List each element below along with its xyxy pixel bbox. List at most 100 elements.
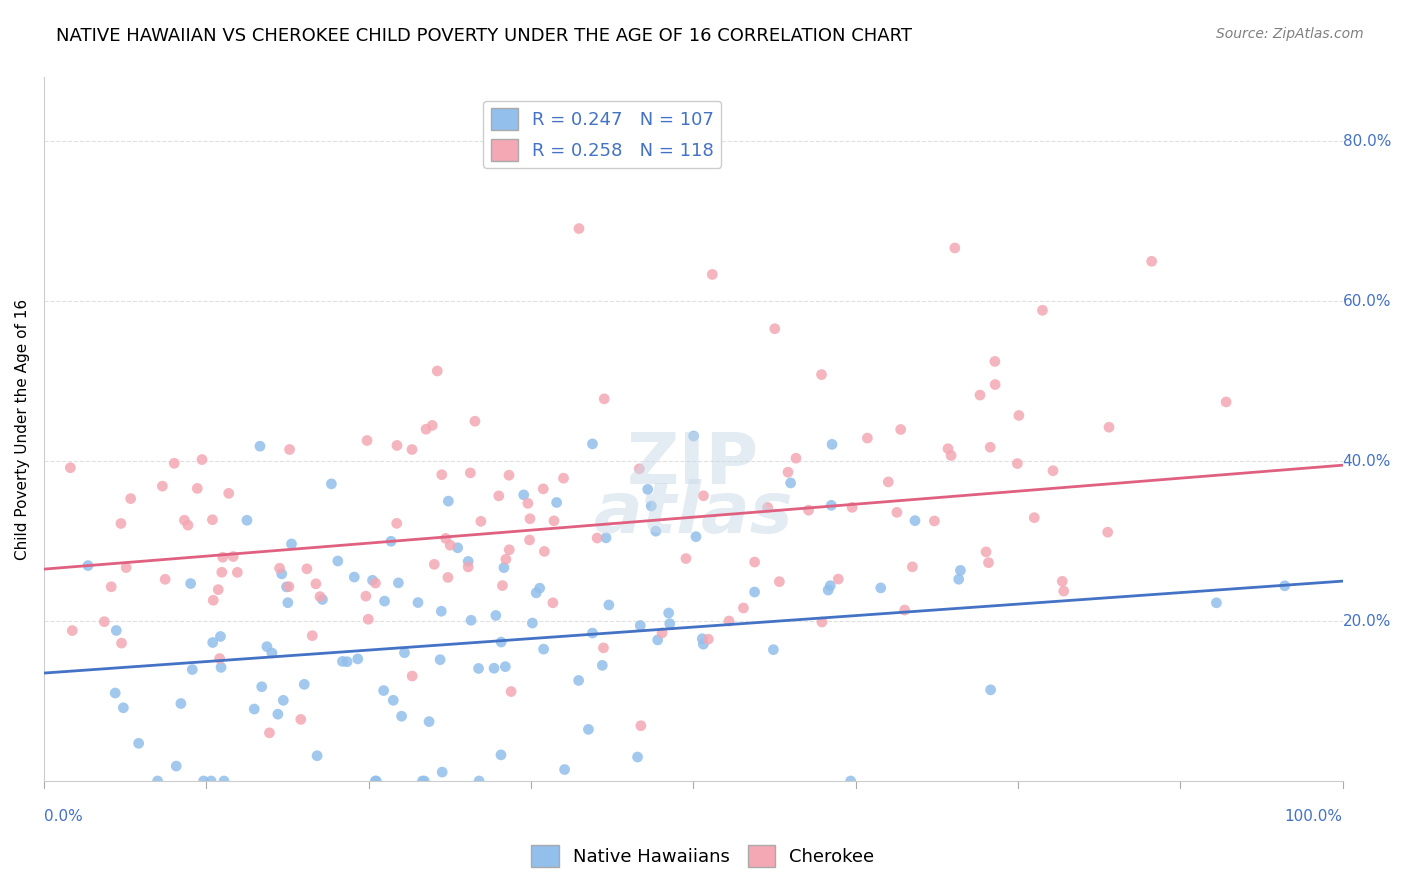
Native Hawaiians <box>181 663 204 677</box>
Cherokee <box>430 467 453 482</box>
Native Hawaiians <box>209 630 232 644</box>
Cherokee <box>426 364 449 378</box>
Cherokee <box>218 486 240 500</box>
Cherokee <box>439 538 461 552</box>
Native Hawaiians <box>311 592 333 607</box>
Cherokee <box>460 466 482 480</box>
Native Hawaiians <box>200 774 222 789</box>
Native Hawaiians <box>949 563 972 577</box>
Native Hawaiians <box>292 677 315 691</box>
Native Hawaiians <box>391 709 413 723</box>
Text: 100.0%: 100.0% <box>1285 809 1343 824</box>
Native Hawaiians <box>839 774 862 789</box>
Native Hawaiians <box>644 524 666 538</box>
Native Hawaiians <box>374 594 396 608</box>
Cherokee <box>984 377 1007 392</box>
Native Hawaiians <box>904 514 927 528</box>
Cherokee <box>309 590 332 604</box>
Native Hawaiians <box>277 596 299 610</box>
Cherokee <box>202 593 225 607</box>
Native Hawaiians <box>554 763 576 777</box>
Native Hawaiians <box>430 604 453 618</box>
Cherokee <box>415 422 437 436</box>
Native Hawaiians <box>980 682 1002 697</box>
Cherokee <box>531 482 554 496</box>
Text: Source: ZipAtlas.com: Source: ZipAtlas.com <box>1216 27 1364 41</box>
Native Hawaiians <box>373 683 395 698</box>
Cherokee <box>785 451 807 466</box>
Cherokee <box>893 603 915 617</box>
Native Hawaiians <box>394 646 416 660</box>
Cherokee <box>593 392 616 406</box>
Cherokee <box>59 460 82 475</box>
Cherokee <box>979 440 1001 454</box>
Cherokee <box>357 612 380 626</box>
Cherokee <box>797 503 820 517</box>
Native Hawaiians <box>77 558 100 573</box>
Cherokee <box>763 321 786 335</box>
Cherokee <box>269 561 291 575</box>
Native Hawaiians <box>418 714 440 729</box>
Native Hawaiians <box>1274 579 1296 593</box>
Cherokee <box>811 615 834 629</box>
Cherokee <box>969 388 991 402</box>
Cherokee <box>943 241 966 255</box>
Cherokee <box>592 640 614 655</box>
Native Hawaiians <box>437 494 460 508</box>
Native Hawaiians <box>307 748 329 763</box>
Cherokee <box>768 574 790 589</box>
Native Hawaiians <box>522 615 544 630</box>
Text: ZIP: ZIP <box>627 430 759 499</box>
Native Hawaiians <box>494 659 516 673</box>
Cherokee <box>1007 457 1029 471</box>
Native Hawaiians <box>821 437 844 451</box>
Text: atlas: atlas <box>593 479 793 549</box>
Cherokee <box>420 418 443 433</box>
Native Hawaiians <box>581 626 603 640</box>
Cherokee <box>110 516 132 531</box>
Cherokee <box>150 479 173 493</box>
Native Hawaiians <box>460 613 482 627</box>
Cherokee <box>120 491 142 506</box>
Cherokee <box>211 550 233 565</box>
Native Hawaiians <box>869 581 891 595</box>
Cherokee <box>827 572 849 586</box>
Native Hawaiians <box>692 637 714 651</box>
Cherokee <box>434 532 457 546</box>
Cherokee <box>1140 254 1163 268</box>
Cherokee <box>519 533 541 547</box>
Cherokee <box>586 531 609 545</box>
Native Hawaiians <box>413 774 436 789</box>
Cherokee <box>278 442 301 457</box>
Cherokee <box>385 516 408 531</box>
Native Hawaiians <box>332 654 354 668</box>
Cherokee <box>191 452 214 467</box>
Cherokee <box>553 471 575 485</box>
Cherokee <box>733 601 755 615</box>
Native Hawaiians <box>685 530 707 544</box>
Cherokee <box>924 514 946 528</box>
Cherokee <box>977 556 1000 570</box>
Native Hawaiians <box>165 759 187 773</box>
Cherokee <box>543 514 565 528</box>
Native Hawaiians <box>249 439 271 453</box>
Native Hawaiians <box>146 774 169 789</box>
Text: 40.0%: 40.0% <box>1343 454 1391 468</box>
Native Hawaiians <box>387 575 409 590</box>
Y-axis label: Child Poverty Under the Age of 16: Child Poverty Under the Age of 16 <box>15 299 30 560</box>
Cherokee <box>886 505 908 519</box>
Cherokee <box>651 626 673 640</box>
Cherokee <box>498 542 520 557</box>
Native Hawaiians <box>429 653 451 667</box>
Native Hawaiians <box>209 660 232 674</box>
Native Hawaiians <box>1205 596 1227 610</box>
Native Hawaiians <box>180 576 202 591</box>
Cherokee <box>470 514 492 528</box>
Cherokee <box>177 518 200 533</box>
Cherokee <box>776 465 799 479</box>
Cherokee <box>356 434 378 448</box>
Cherokee <box>697 632 720 647</box>
Cherokee <box>354 589 377 603</box>
Legend: Native Hawaiians, Cherokee: Native Hawaiians, Cherokee <box>524 838 882 874</box>
Text: NATIVE HAWAIIAN VS CHEROKEE CHILD POVERTY UNDER THE AGE OF 16 CORRELATION CHART: NATIVE HAWAIIAN VS CHEROKEE CHILD POVERT… <box>56 27 912 45</box>
